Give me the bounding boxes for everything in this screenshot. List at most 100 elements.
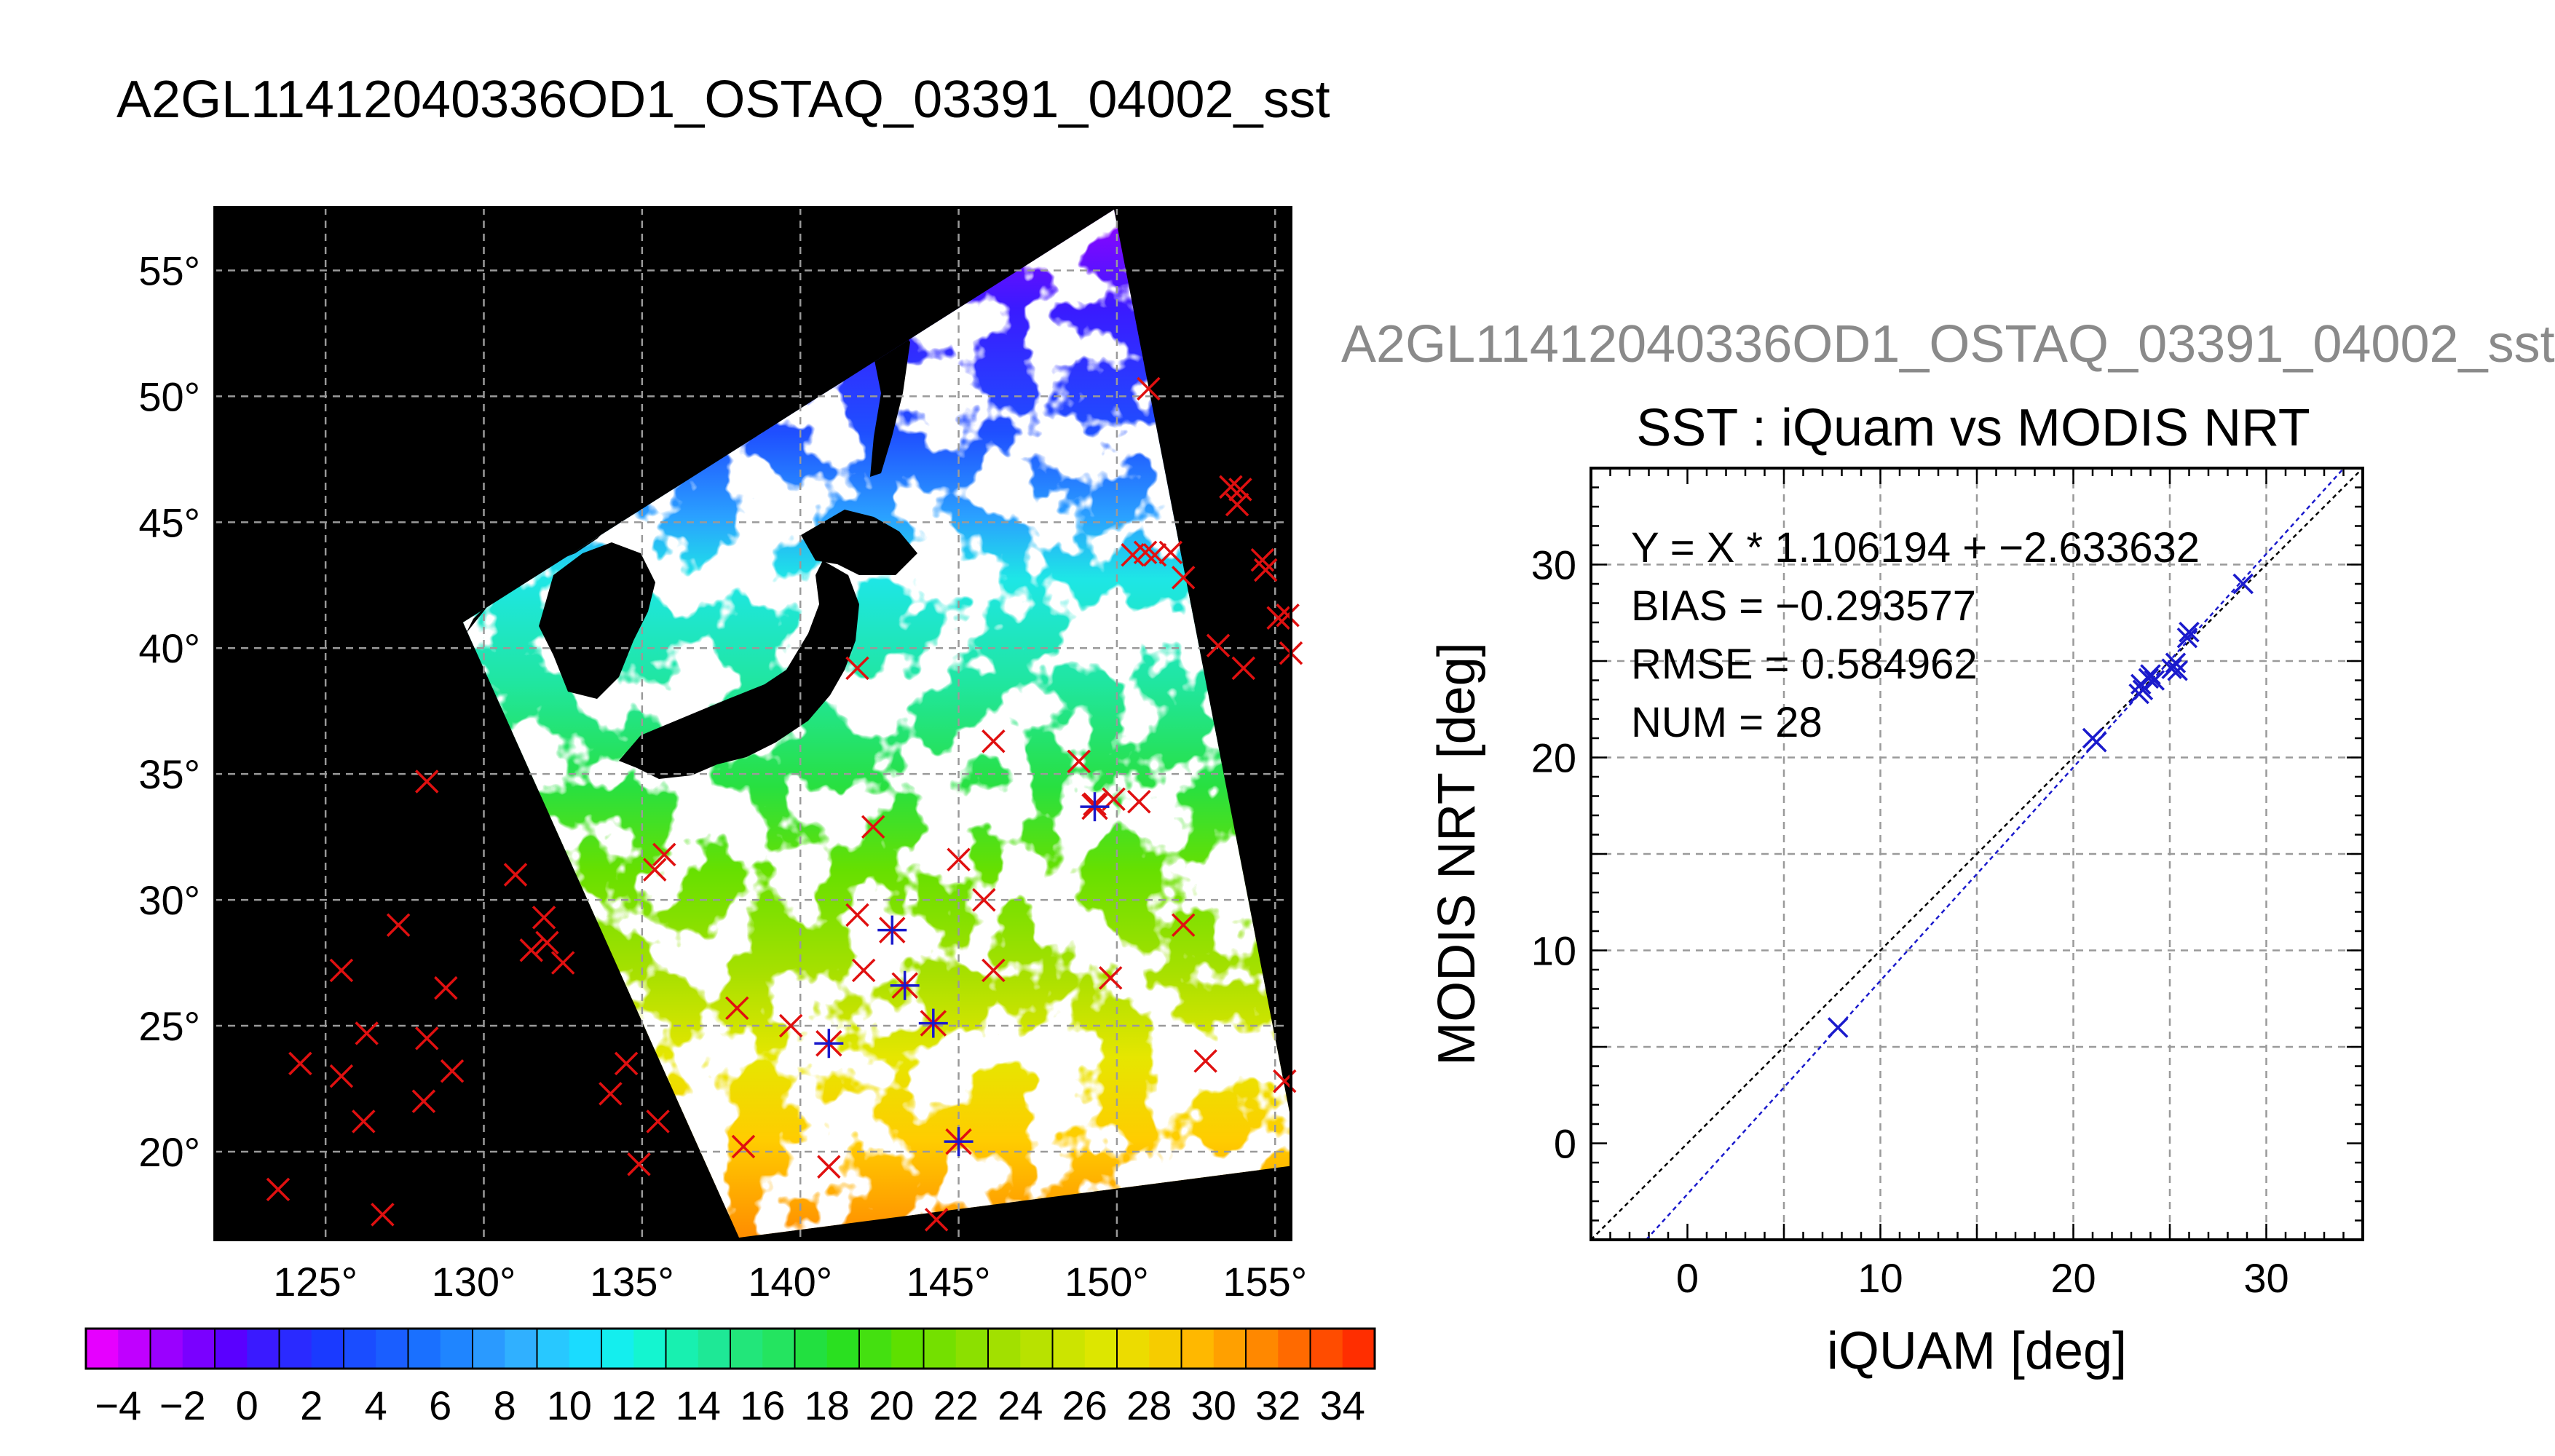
colorbar-cell (633, 1329, 666, 1369)
scatter-point (2165, 652, 2187, 673)
map-lon-tick-label: 125° (273, 1259, 358, 1305)
colorbar-tick-label: 26 (1062, 1382, 1107, 1428)
iquam-point-mark (415, 769, 439, 794)
map-lat-tick-label: 25° (138, 1003, 200, 1049)
iquam-point-mark (845, 903, 869, 927)
colorbar-cell (1052, 1329, 1086, 1369)
colorbar-cell (440, 1329, 473, 1369)
colorbar-cell (1084, 1329, 1118, 1369)
colorbar-tick-label: 12 (611, 1382, 656, 1428)
iquam-point-mark (1098, 966, 1123, 990)
scatter-annotation: RMSE = 0.584962 (1631, 641, 1978, 688)
map-lat-tick-label: 40° (138, 625, 200, 671)
scatter-x-tick-label: 10 (1857, 1255, 1903, 1301)
colorbar-cell (1342, 1329, 1375, 1369)
colorbar-cell (601, 1329, 634, 1369)
iquam-point-mark (550, 951, 575, 975)
colorbar-cell (344, 1329, 376, 1369)
scatter-point (1827, 1017, 1849, 1038)
colorbar-tick-label: 34 (1320, 1382, 1365, 1428)
colorbar-cell (666, 1329, 699, 1369)
scatter-point (2232, 573, 2254, 595)
colorbar-cell (569, 1329, 602, 1369)
regression-fit-line (1645, 467, 2345, 1241)
iquam-point-mark (386, 913, 411, 937)
colorbar-tick-label: 2 (300, 1382, 323, 1428)
main-title: A2GL11412040336OD1_OSTAQ_03391_04002_sst (117, 71, 1330, 129)
colorbar-tick-label: 14 (676, 1382, 721, 1428)
colorbar-tick-label: 28 (1126, 1382, 1172, 1428)
colorbar-cell (215, 1329, 248, 1369)
scatter-title: SST : iQuam vs MODIS NRT (1636, 399, 2310, 457)
iquam-point-mark (1127, 789, 1151, 814)
map-tick-labels: 125° 130° 135° 140° 145° 150° 155° 55° 50° 45° 40°… (138, 248, 1307, 1305)
iquam-point-mark (266, 1177, 291, 1202)
matched-point-star (877, 915, 907, 945)
iquam-point-mark (982, 729, 1006, 753)
iquam-point-mark (1276, 604, 1300, 628)
iquam-point-mark (352, 1109, 376, 1133)
colorbar-cell (182, 1329, 216, 1369)
map-gridlines (215, 207, 1291, 1240)
colorbar-frame (84, 1327, 1376, 1370)
iquam-point-mark (1193, 1049, 1217, 1073)
iquam-point-mark (643, 858, 667, 882)
map-lat-tick-label: 45° (138, 499, 200, 545)
scatter-ylabel: MODIS NRT [deg] (1428, 642, 1486, 1066)
colorbar-tick-label: 18 (805, 1382, 850, 1428)
colorbar-cell (1181, 1329, 1215, 1369)
iquam-point-mark (1067, 749, 1091, 774)
colorbar-cell (762, 1329, 795, 1369)
scatter-y-tick-label: 0 (1554, 1121, 1576, 1167)
colorbar-tick-label: 4 (365, 1382, 387, 1428)
colorbar-cell (279, 1329, 312, 1369)
iquam-point-mark (1225, 492, 1249, 517)
colorbar-cell (730, 1329, 763, 1369)
iquam-point-mark (329, 1064, 354, 1088)
map-lon-tick-label: 150° (1065, 1259, 1149, 1305)
scatter-y-tick-label: 20 (1531, 735, 1576, 781)
iquam-point-mark (503, 863, 528, 887)
iquam-point-mark (725, 996, 749, 1021)
colorbar-tick-label: 30 (1191, 1382, 1236, 1428)
colorbar-cell (118, 1329, 151, 1369)
scatter-y-tick-label: 10 (1531, 928, 1576, 974)
iquam-point-mark (329, 958, 354, 983)
colorbar-cell (923, 1329, 957, 1369)
iquam-point-mark (982, 958, 1006, 983)
scatter-annotation: BIAS = −0.293577 (1631, 582, 1976, 630)
iquam-point-mark (535, 930, 559, 955)
colorbar-cell (859, 1329, 892, 1369)
iquam-point-mark (355, 1021, 379, 1045)
iquam-point-mark (972, 887, 996, 912)
colorbar-cell (955, 1329, 989, 1369)
scatter-point (2086, 732, 2107, 753)
matched-point-star (918, 1008, 948, 1038)
colorbar-tick-label: 0 (236, 1382, 258, 1428)
iquam-point-mark (434, 976, 458, 1000)
iquam-point-mark (440, 1059, 465, 1083)
iquam-point-mark (288, 1051, 312, 1076)
map-lon-tick-label: 140° (748, 1259, 832, 1305)
colorbar-tick-label: 20 (869, 1382, 914, 1428)
one-to-one-line (1590, 467, 2364, 1241)
colorbar-cell (1278, 1329, 1311, 1369)
scatter-point (2132, 679, 2154, 700)
colorbar-cell (473, 1329, 505, 1369)
iquam-point-mark (1219, 475, 1243, 499)
iquam-point-mark (1228, 478, 1252, 502)
map-frame (213, 206, 1292, 1241)
iquam-point-mark (1171, 566, 1196, 590)
colorbar-tick-label: −4 (95, 1382, 141, 1428)
iquam-point-mark (1253, 558, 1278, 582)
scatter-points (1827, 573, 2254, 1038)
colorbar-cell (698, 1329, 731, 1369)
scatter-annotation: Y = X * 1.106194 + −2.633632 (1631, 524, 2200, 571)
scatter-xlabel: iQUAM [deg] (1827, 1322, 2127, 1380)
map-lon-tick-label: 155° (1223, 1259, 1307, 1305)
iquam-point-mark (371, 1203, 395, 1227)
iquam-point-mark (845, 656, 869, 681)
scatter-point (2167, 660, 2188, 681)
colorbar-cell (1020, 1329, 1053, 1369)
colorbar-cell (1149, 1329, 1182, 1369)
